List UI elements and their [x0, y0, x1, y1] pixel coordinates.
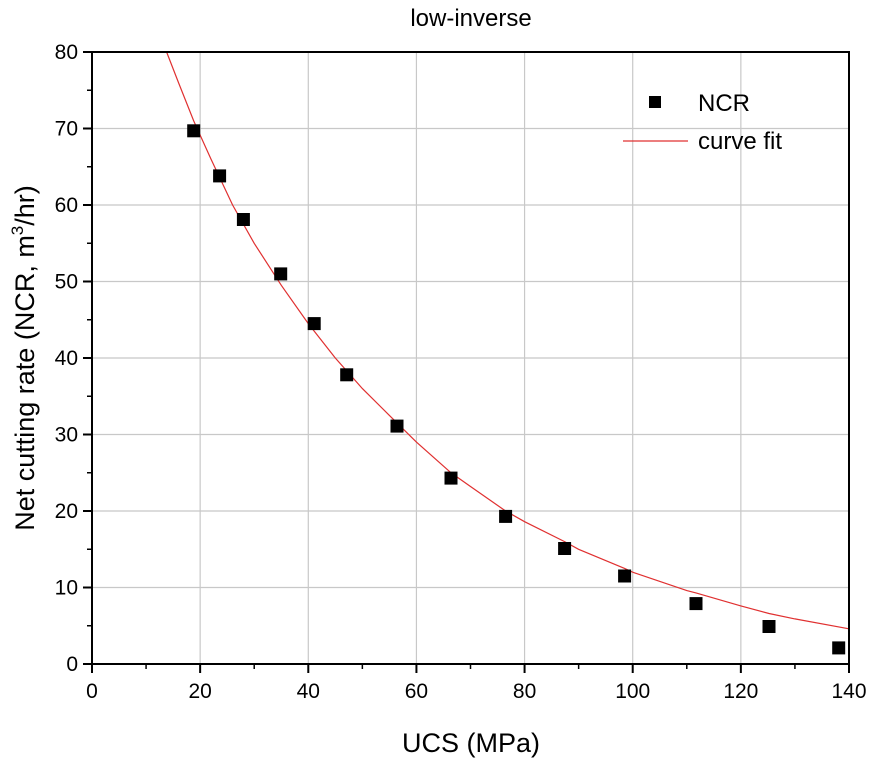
chart-title: low-inverse — [410, 5, 531, 32]
y-tick-label: 60 — [55, 194, 78, 217]
ncr-point — [307, 317, 321, 331]
ncr-point — [340, 368, 354, 382]
y-axis-title-main: Net cutting rate (NCR, m — [10, 235, 40, 531]
ncr-point — [390, 419, 404, 433]
x-tick-label: 80 — [513, 680, 536, 703]
y-tick-label: 0 — [66, 653, 78, 676]
legend-ncr-label: NCR — [698, 90, 750, 117]
x-tick-label: 140 — [831, 680, 866, 703]
y-axis-title-superscript: 3 — [8, 226, 27, 235]
ncr-point — [618, 569, 632, 583]
curve-fit-series — [166, 51, 850, 630]
ncr-point — [762, 620, 776, 633]
legend-ncr-marker — [649, 96, 661, 108]
x-tick-label: 60 — [405, 680, 428, 703]
ncr-point — [689, 597, 703, 611]
x-tick-label: 100 — [615, 680, 650, 703]
ncr-point — [499, 509, 513, 523]
y-tick-label: 40 — [55, 347, 78, 370]
ncr-point — [213, 169, 227, 183]
y-tick-labels: 0 10 20 30 40 50 60 70 80 — [55, 41, 78, 676]
ncr-point — [444, 471, 458, 485]
y-tick-label: 70 — [55, 118, 78, 141]
legend-curve-fit-label: curve fit — [698, 128, 782, 155]
ncr-point — [558, 542, 572, 555]
axis-ticks — [83, 51, 850, 673]
ncr-series — [187, 124, 846, 655]
x-tick-label: 0 — [86, 680, 98, 703]
y-tick-label: 20 — [55, 500, 78, 523]
ncr-point — [832, 641, 846, 655]
ncr-point — [187, 124, 201, 138]
legend: NCR curve fit — [623, 90, 782, 155]
y-axis-title-tail: /hr) — [10, 185, 40, 226]
x-axis-title: UCS (MPa) — [402, 728, 540, 758]
ncr-point — [236, 213, 250, 226]
y-axis-title: Net cutting rate (NCR, m3/hr) — [8, 185, 40, 531]
x-tick-labels: 0 20 40 60 80 100 120 140 — [86, 680, 866, 703]
x-tick-label: 20 — [188, 680, 211, 703]
y-tick-label: 80 — [55, 41, 78, 64]
y-tick-label: 10 — [55, 577, 78, 600]
grid — [92, 52, 849, 664]
x-tick-label: 40 — [297, 680, 320, 703]
curve-fit-line — [166, 51, 850, 630]
y-tick-label: 50 — [55, 271, 78, 294]
x-tick-label: 120 — [723, 680, 758, 703]
y-tick-label: 30 — [55, 424, 78, 447]
ncr-point — [274, 267, 288, 281]
